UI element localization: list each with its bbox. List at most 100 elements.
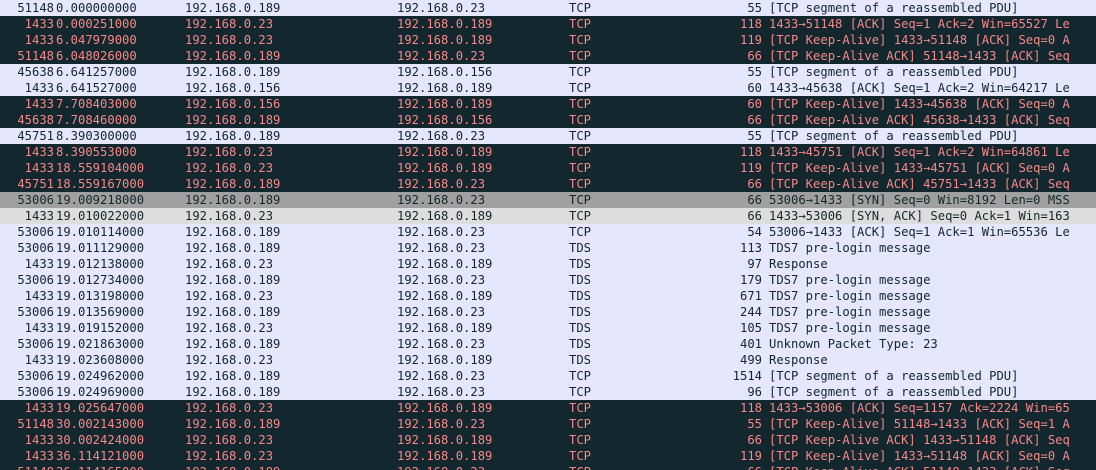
source-port-cell: 45751 xyxy=(17,177,54,191)
info-cell: [TCP segment of a reassembled PDU] xyxy=(769,369,1019,383)
time-cell: 6.641257000 xyxy=(56,65,137,79)
source-address-cell: 192.168.0.23 xyxy=(185,401,274,415)
packet-row[interactable]: 1433 6.641527000 192.168.0.156 192.168.0.18… xyxy=(0,80,1096,96)
source-address-cell: 192.168.0.189 xyxy=(185,273,281,287)
time-cell: 8.390553000 xyxy=(56,145,137,159)
length-cell: 401 xyxy=(739,337,762,351)
source-address-cell: 192.168.0.23 xyxy=(185,353,274,367)
packet-row[interactable]: 51148 30.002143000 192.168.0.189 192.168.0.… xyxy=(0,416,1096,432)
protocol-cell: TCP xyxy=(569,209,592,223)
packet-row[interactable]: 1433 19.025647000 192.168.0.23 192.168.0.18… xyxy=(0,400,1096,416)
packet-row[interactable]: 53006 19.010114000 192.168.0.189 192.168.0.… xyxy=(0,224,1096,240)
source-address-cell: 192.168.0.189 xyxy=(185,241,281,255)
info-cell: Unknown Packet Type: 23 xyxy=(769,337,938,351)
length-cell: 55 xyxy=(747,129,762,143)
time-cell: 6.047979000 xyxy=(56,33,137,47)
destination-address-cell: 192.168.0.23 xyxy=(397,385,486,399)
protocol-cell: TDS xyxy=(569,289,592,303)
destination-address-cell: 192.168.0.189 xyxy=(397,449,493,463)
protocol-cell: TCP xyxy=(569,113,592,127)
source-port-cell: 1433 xyxy=(24,17,54,31)
protocol-cell: TCP xyxy=(569,1,592,15)
packet-row[interactable]: 1433 19.010022000 192.168.0.23 192.168.0.18… xyxy=(0,208,1096,224)
protocol-cell: TCP xyxy=(569,97,592,111)
packet-row[interactable]: 1433 36.114121000 192.168.0.23 192.168.0.18… xyxy=(0,448,1096,464)
time-cell: 6.641527000 xyxy=(56,81,137,95)
length-cell: 105 xyxy=(739,321,762,335)
packet-row[interactable]: 45751 8.390300000 192.168.0.189 192.168.0.2… xyxy=(0,128,1096,144)
length-cell: 1514 xyxy=(732,369,762,383)
source-address-cell: 192.168.0.156 xyxy=(185,81,281,95)
source-address-cell: 192.168.0.189 xyxy=(185,417,281,431)
packet-row[interactable]: 45751 18.559167000 192.168.0.189 192.168.0.… xyxy=(0,176,1096,192)
length-cell: 499 xyxy=(739,353,762,367)
protocol-cell: TCP xyxy=(569,33,592,47)
source-address-cell: 192.168.0.189 xyxy=(185,369,281,383)
packet-row[interactable]: 1433 6.047979000 192.168.0.23 192.168.0.189… xyxy=(0,32,1096,48)
source-address-cell: 192.168.0.189 xyxy=(185,193,281,207)
packet-row[interactable]: 1433 18.559104000 192.168.0.23 192.168.0.18… xyxy=(0,160,1096,176)
source-port-cell: 1433 xyxy=(24,81,54,95)
destination-address-cell: 192.168.0.189 xyxy=(397,289,493,303)
time-cell: 0.000251000 xyxy=(56,17,137,31)
length-cell: 118 xyxy=(739,17,762,31)
time-cell: 19.012734000 xyxy=(56,273,145,287)
length-cell: 244 xyxy=(739,305,762,319)
info-cell: [TCP Keep-Alive] 1433→51148 [ACK] Seq=0 … xyxy=(769,449,1070,463)
source-port-cell: 51148 xyxy=(17,417,54,431)
time-cell: 6.048026000 xyxy=(56,49,137,63)
source-port-cell: 53006 xyxy=(17,369,54,383)
packet-row[interactable]: 1433 19.013198000 192.168.0.23 192.168.0.18… xyxy=(0,288,1096,304)
time-cell: 19.024969000 xyxy=(56,385,145,399)
packet-row[interactable]: 45638 6.641257000 192.168.0.189 192.168.0.1… xyxy=(0,64,1096,80)
time-cell: 19.012138000 xyxy=(56,257,145,271)
source-port-cell: 1433 xyxy=(24,257,54,271)
packet-row[interactable]: 1433 0.000251000 192.168.0.23 192.168.0.189… xyxy=(0,16,1096,32)
info-cell: 1433→45751 [ACK] Seq=1 Ack=2 Win=64861 L… xyxy=(769,145,1070,159)
time-cell: 19.013198000 xyxy=(56,289,145,303)
packet-row[interactable]: 1433 8.390553000 192.168.0.23 192.168.0.189… xyxy=(0,144,1096,160)
packet-row[interactable]: 1433 30.002424000 192.168.0.23 192.168.0.18… xyxy=(0,432,1096,448)
protocol-cell: TCP xyxy=(569,225,592,239)
length-cell: 671 xyxy=(739,289,762,303)
packet-row[interactable]: 1433 19.012138000 192.168.0.23 192.168.0.18… xyxy=(0,256,1096,272)
packet-row[interactable]: 53006 19.013569000 192.168.0.189 192.168.0.… xyxy=(0,304,1096,320)
destination-address-cell: 192.168.0.189 xyxy=(397,353,493,367)
source-port-cell: 53006 xyxy=(17,225,54,239)
source-address-cell: 192.168.0.156 xyxy=(185,97,281,111)
info-cell: Response xyxy=(769,353,828,367)
source-port-cell: 51148 xyxy=(17,49,54,63)
source-port-cell: 1433 xyxy=(24,145,54,159)
packet-row[interactable]: 53006 19.012734000 192.168.0.189 192.168.0.… xyxy=(0,272,1096,288)
packet-row[interactable]: 53006 19.021863000 192.168.0.189 192.168.0.… xyxy=(0,336,1096,352)
source-port-cell: 1433 xyxy=(24,161,54,175)
protocol-cell: TCP xyxy=(569,161,592,175)
info-cell: [TCP Keep-Alive] 1433→45751 [ACK] Seq=0 … xyxy=(769,161,1070,175)
info-cell: TDS7 pre-login message xyxy=(769,305,931,319)
packet-row[interactable]: 1433 19.019152000 192.168.0.23 192.168.0.18… xyxy=(0,320,1096,336)
length-cell: 97 xyxy=(747,257,762,271)
source-port-cell: 1433 xyxy=(24,321,54,335)
time-cell: 0.000000000 xyxy=(56,1,137,15)
time-cell: 7.708403000 xyxy=(56,97,137,111)
packet-row[interactable]: 53006 19.024969000 192.168.0.189 192.168.0.… xyxy=(0,384,1096,400)
source-port-cell: 51148 xyxy=(0,464,54,470)
packet-row[interactable]: 45638 7.708460000 192.168.0.189 192.168.0.1… xyxy=(0,112,1096,128)
packet-row[interactable]: 1433 7.708403000 192.168.0.156 192.168.0.18… xyxy=(0,96,1096,112)
time-cell: 30.002143000 xyxy=(56,417,145,431)
destination-address-cell: 192.168.0.189 xyxy=(397,145,493,159)
packet-row[interactable]: 5114836.114165000 192.168.0.189 192.168.0.… xyxy=(0,464,1096,470)
source-port-cell: 1433 xyxy=(24,353,54,367)
packet-row[interactable]: 53006 19.009218000 192.168.0.189 192.168.0.… xyxy=(0,192,1096,208)
source-port-cell: 53006 xyxy=(17,305,54,319)
packet-row[interactable]: 51148 0.000000000 192.168.0.189 192.168.0.2… xyxy=(0,0,1096,16)
packet-row[interactable]: 1433 19.023608000 192.168.0.23 192.168.0.18… xyxy=(0,352,1096,368)
packet-row[interactable]: 53006 19.024962000 192.168.0.189 192.168.0.… xyxy=(0,368,1096,384)
protocol-cell: TDS xyxy=(569,337,592,351)
packet-row[interactable]: 51148 6.048026000 192.168.0.189 192.168.0.2… xyxy=(0,48,1096,64)
protocol-cell: TCP xyxy=(569,65,592,79)
packet-row[interactable]: 53006 19.011129000 192.168.0.189 192.168.0.… xyxy=(0,240,1096,256)
protocol-cell: TCP xyxy=(569,369,592,383)
destination-address-cell: 192.168.0.189 xyxy=(397,321,493,335)
